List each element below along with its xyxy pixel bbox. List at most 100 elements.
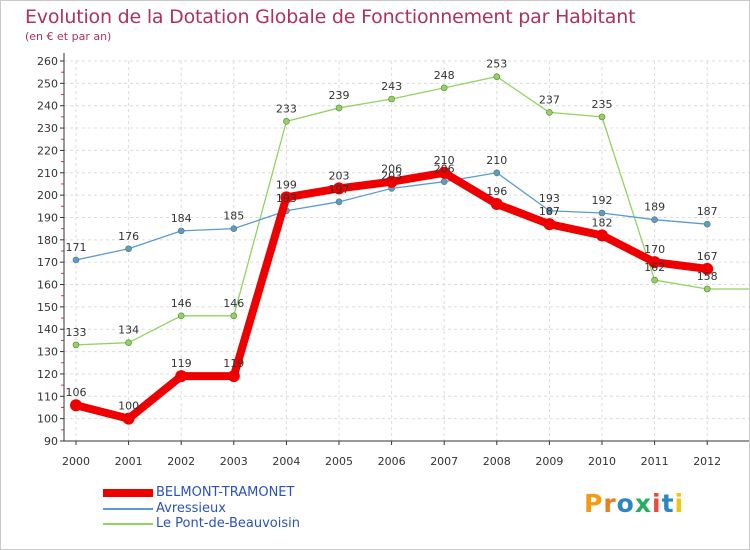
data-point-le-pont-de-beauvoisin — [388, 95, 395, 103]
data-label-le-pont-de-beauvoisin: 239 — [329, 89, 350, 102]
y-tick-label: 260 — [37, 55, 58, 68]
data-label-belmont-tramonet: 106 — [66, 386, 87, 399]
data-label-belmont-tramonet: 170 — [644, 243, 665, 256]
y-tick-label: 200 — [37, 189, 58, 202]
x-tick-label: 2009 — [535, 455, 563, 468]
data-label-avressieux: 184 — [171, 212, 192, 225]
data-point-le-pont-de-beauvoisin — [598, 113, 606, 121]
data-label-avressieux: 193 — [276, 192, 297, 205]
data-point-belmont-tramonet — [333, 182, 345, 195]
x-tick-label: 2003 — [220, 455, 248, 468]
data-point-belmont-tramonet — [596, 229, 608, 242]
x-tick-label: 2011 — [641, 455, 669, 468]
y-tick-label: 190 — [37, 211, 58, 224]
legend-swatch — [103, 489, 153, 497]
data-label-belmont-tramonet: 100 — [118, 400, 139, 413]
data-label-belmont-tramonet: 203 — [329, 169, 350, 182]
chart-subtitle: (en € et par an) — [25, 30, 112, 43]
data-point-avressieux — [335, 198, 343, 206]
data-point-belmont-tramonet — [175, 370, 188, 383]
data-point-belmont-tramonet — [122, 412, 135, 425]
data-point-belmont-tramonet — [438, 166, 451, 179]
data-label-belmont-tramonet: 199 — [276, 178, 297, 191]
data-label-le-pont-de-beauvoisin: 248 — [434, 69, 455, 82]
data-point-avressieux — [598, 209, 606, 217]
data-label-le-pont-de-beauvoisin: 146 — [171, 297, 192, 310]
y-tick-label: 140 — [37, 323, 58, 336]
y-tick-label: 100 — [37, 413, 58, 426]
data-label-le-pont-de-beauvoisin: 146 — [223, 297, 244, 310]
data-label-avressieux: 203 — [381, 169, 402, 182]
data-label-avressieux: 171 — [66, 241, 87, 254]
data-point-le-pont-de-beauvoisin — [72, 341, 80, 349]
data-point-belmont-tramonet — [648, 256, 661, 269]
data-point-belmont-tramonet — [227, 370, 240, 383]
y-tick-label: 220 — [37, 144, 58, 157]
x-tick-label: 2004 — [272, 455, 300, 468]
data-label-le-pont-de-beauvoisin: 253 — [486, 58, 507, 71]
x-tick-label: 2000 — [62, 455, 90, 468]
data-label-avressieux: 197 — [329, 183, 350, 196]
y-tick-label: 150 — [37, 301, 58, 314]
data-point-le-pont-de-beauvoisin — [283, 118, 290, 125]
x-tick-label: 2010 — [588, 455, 616, 468]
y-tick-label: 110 — [37, 390, 58, 403]
data-label-belmont-tramonet: 119 — [171, 357, 192, 370]
data-label-le-pont-de-beauvoisin: 162 — [644, 261, 665, 274]
data-label-belmont-tramonet: 167 — [697, 250, 718, 263]
x-tick-label: 2005 — [325, 455, 353, 468]
data-label-avressieux: 187 — [697, 205, 718, 218]
data-point-le-pont-de-beauvoisin — [335, 104, 343, 112]
data-point-le-pont-de-beauvoisin — [230, 312, 238, 320]
data-label-avressieux: 185 — [223, 210, 244, 223]
x-tick-label: 2001 — [115, 455, 143, 468]
data-point-avressieux — [440, 178, 448, 186]
data-label-belmont-tramonet: 182 — [592, 216, 613, 229]
data-label-avressieux: 206 — [434, 163, 455, 176]
data-point-le-pont-de-beauvoisin — [546, 109, 553, 116]
legend-label: BELMONT-TRAMONET — [156, 485, 295, 500]
data-label-belmont-tramonet: 210 — [434, 154, 455, 167]
legend-label: Avressieux — [156, 501, 226, 516]
data-label-belmont-tramonet: 119 — [223, 357, 244, 370]
data-label-avressieux: 176 — [118, 230, 139, 243]
data-label-avressieux: 189 — [644, 201, 665, 214]
data-point-belmont-tramonet — [70, 399, 82, 412]
data-point-avressieux — [230, 225, 238, 232]
data-label-le-pont-de-beauvoisin: 235 — [592, 98, 613, 111]
data-point-belmont-tramonet — [280, 191, 293, 204]
data-point-belmont-tramonet — [385, 175, 398, 188]
data-point-le-pont-de-beauvoisin — [440, 84, 448, 92]
chart-title: Evolution de la Dotation Globale de Fonc… — [25, 6, 636, 28]
data-point-avressieux — [125, 245, 132, 253]
y-tick-label: 170 — [37, 256, 58, 269]
y-tick-label: 230 — [37, 122, 58, 135]
legend-label: Le Pont-de-Beauvoisin — [156, 516, 300, 531]
data-point-belmont-tramonet — [543, 218, 556, 231]
legend-swatch — [103, 508, 153, 510]
proxiti-logo: Proxiti — [584, 489, 685, 518]
data-label-avressieux: 210 — [486, 154, 507, 167]
data-label-belmont-tramonet: 206 — [381, 163, 402, 176]
legend-swatch — [103, 523, 153, 525]
data-label-le-pont-de-beauvoisin: 243 — [381, 80, 402, 93]
data-point-belmont-tramonet — [701, 262, 714, 275]
x-tick-label: 2012 — [693, 455, 721, 468]
data-label-avressieux: 193 — [539, 192, 560, 205]
data-point-le-pont-de-beauvoisin — [703, 285, 711, 293]
y-tick-label: 240 — [37, 100, 58, 113]
data-point-avressieux — [651, 216, 658, 224]
data-label-belmont-tramonet: 196 — [486, 185, 507, 198]
data-point-le-pont-de-beauvoisin — [651, 276, 658, 284]
x-tick-label: 2006 — [378, 455, 406, 468]
y-tick-label: 120 — [37, 368, 58, 381]
y-tick-label: 180 — [37, 234, 58, 247]
data-label-le-pont-de-beauvoisin: 233 — [276, 102, 297, 115]
data-point-avressieux — [72, 256, 80, 264]
data-point-le-pont-de-beauvoisin — [125, 339, 132, 346]
y-tick-label: 160 — [37, 279, 58, 292]
data-point-belmont-tramonet — [490, 198, 503, 211]
data-point-avressieux — [493, 169, 501, 177]
